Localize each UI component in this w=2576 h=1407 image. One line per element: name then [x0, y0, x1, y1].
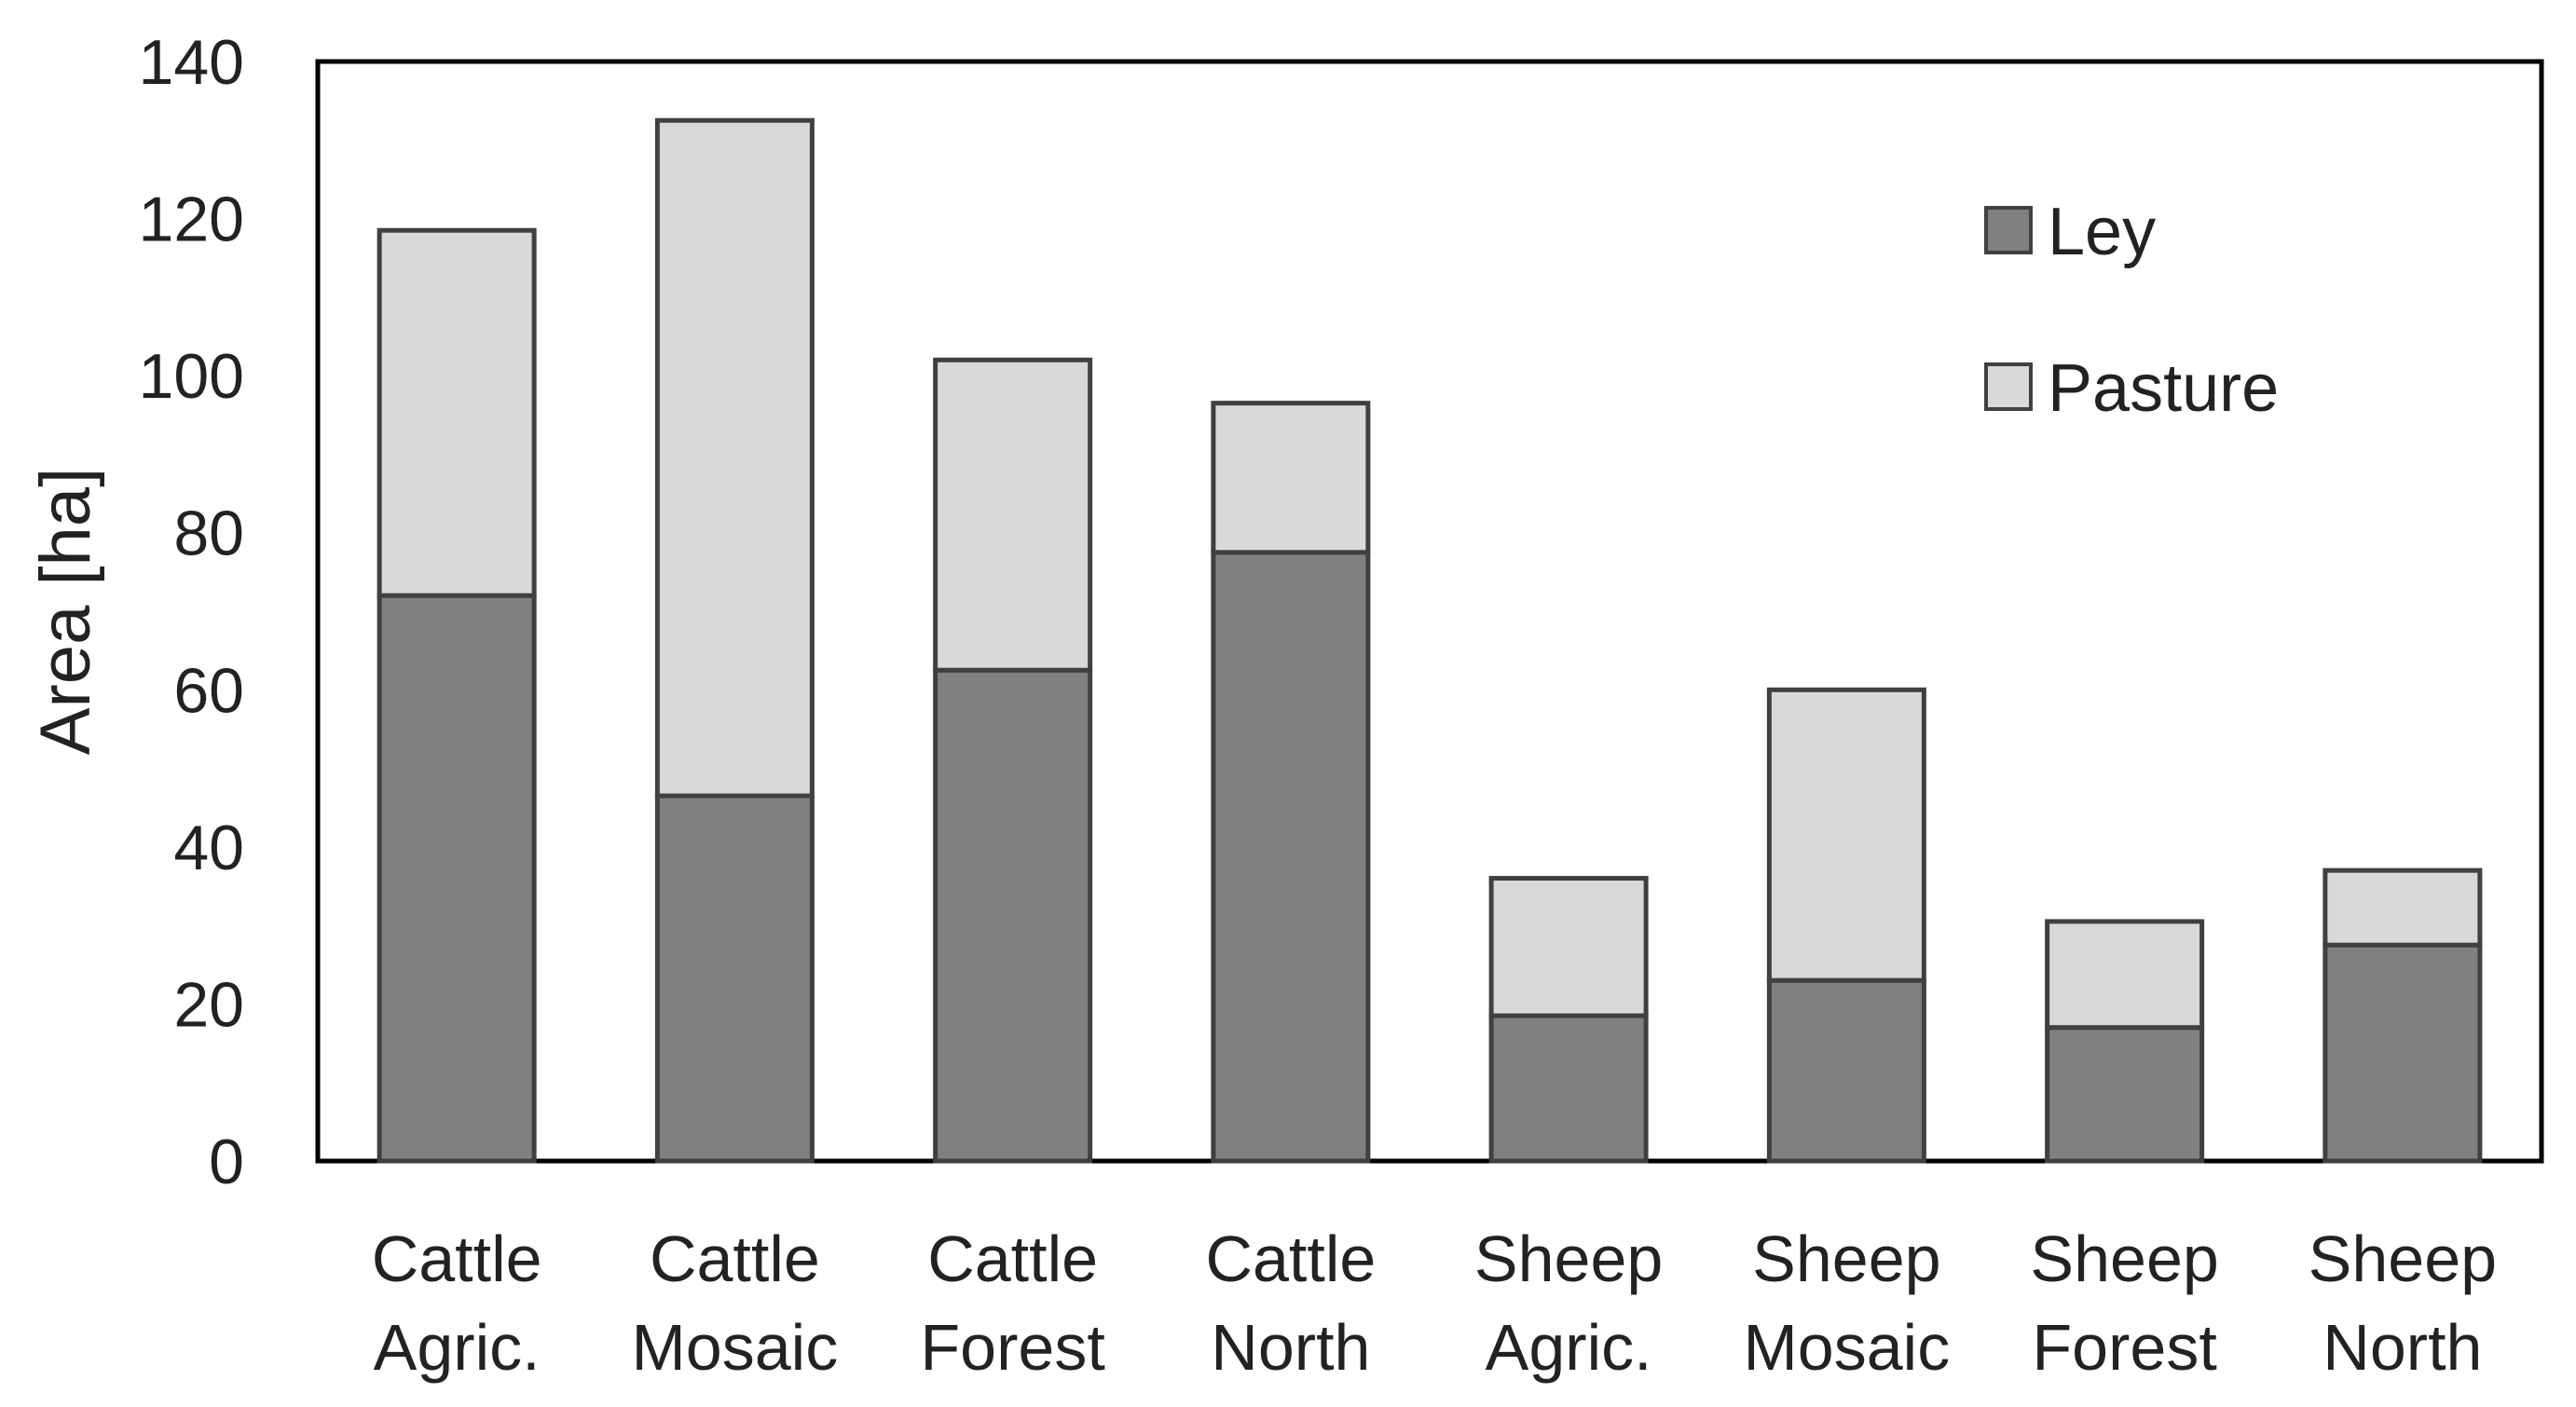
x-category-label: Mosaic [632, 1311, 839, 1384]
y-tick-label: 60 [173, 655, 244, 726]
bar-pasture-2 [654, 117, 815, 799]
y-axis-label: Area [ha] [26, 468, 105, 755]
bar-pasture-4 [1211, 401, 1371, 555]
bar-ley-4 [1211, 550, 1371, 1164]
y-tick-label: 80 [173, 499, 244, 569]
x-category-label: Sheep [2309, 1223, 2497, 1295]
x-category-label: North [2323, 1311, 2482, 1384]
y-tick-label: 0 [209, 1127, 244, 1197]
x-category-label: Forest [920, 1311, 1104, 1384]
legend-label-pasture: Pasture [2048, 351, 2279, 426]
x-category-label: Forest [2032, 1311, 2216, 1384]
y-tick-label: 120 [139, 184, 244, 255]
bars-layer [377, 117, 2483, 1164]
plot-frame [315, 59, 2544, 1164]
bar-pasture-6 [1766, 687, 1926, 983]
bar-ley-7 [2045, 1025, 2205, 1164]
legend-label-ley: Ley [2048, 195, 2156, 269]
x-category-label: Agric. [1486, 1311, 1652, 1384]
x-category-label: Cattle [650, 1223, 820, 1295]
bar-pasture-8 [2323, 867, 2483, 948]
x-category-label: Mosaic [1744, 1311, 1951, 1384]
x-category-label: Cattle [927, 1223, 1098, 1295]
legend-swatch-ley [1984, 206, 2033, 254]
y-tick-label: 20 [173, 969, 244, 1040]
x-category-label: Agric. [374, 1311, 541, 1384]
y-tick-label: 100 [139, 341, 244, 412]
bar-ley-3 [933, 667, 1093, 1164]
bar-ley-5 [1488, 1013, 1649, 1164]
bar-pasture-5 [1488, 876, 1649, 1018]
x-category-label: Cattle [1205, 1223, 1376, 1295]
x-axis-categories: Cattle Agric. Cattle Mosaic Cattle Forest Catt… [372, 1223, 2497, 1384]
y-tick-label: 40 [173, 813, 244, 883]
bar-ley-2 [654, 793, 815, 1164]
legend-swatch-pasture [1984, 362, 2033, 411]
bar-pasture-3 [933, 357, 1093, 673]
y-tick-label: 140 [139, 27, 244, 98]
x-category-label: Sheep [1752, 1223, 1940, 1295]
x-category-label: Cattle [372, 1223, 542, 1295]
bar-pasture-1 [377, 227, 537, 598]
bar-ley-1 [377, 593, 537, 1164]
x-category-label: North [1211, 1311, 1370, 1384]
x-category-label: Sheep [2030, 1223, 2218, 1295]
bar-pasture-7 [2045, 919, 2205, 1031]
bar-ley-6 [1766, 977, 1926, 1164]
x-category-label: Sheep [1474, 1223, 1663, 1295]
y-axis-ticks: 0 20 40 60 80 100 120 140 [139, 27, 244, 1197]
bar-ley-8 [2323, 942, 2483, 1164]
legend: Ley Pasture [1984, 195, 2279, 426]
